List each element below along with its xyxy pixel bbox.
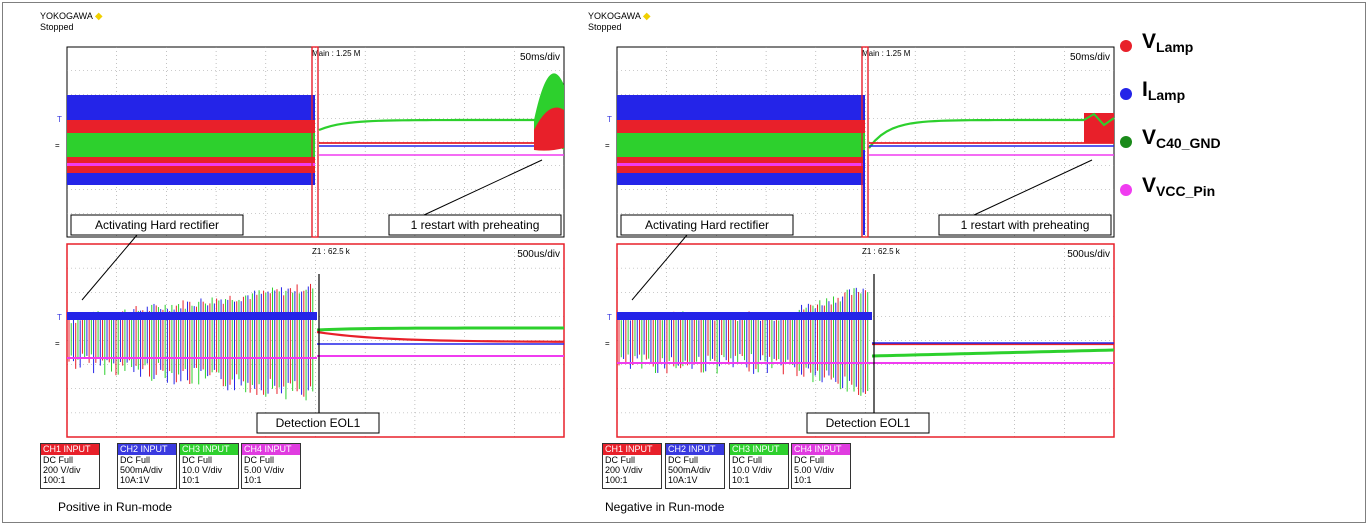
ch3-burst xyxy=(617,133,865,157)
ch3-burst xyxy=(67,133,315,157)
zoom-record-label: Z1 : 62.5 k xyxy=(312,247,351,256)
channel-box-ch1: CH1 INPUT DC Full 200 V/div 100:1 xyxy=(40,443,100,489)
diamond-icon: ◆ xyxy=(642,11,651,22)
annotation-text: 1 restart with preheating xyxy=(411,218,540,232)
legend-item-vc40: VC40_GND xyxy=(1120,126,1360,174)
main-timebase: 50ms/div xyxy=(520,52,560,63)
ch3-trace xyxy=(318,118,559,132)
channel-box-ch4: CH4 INPUT DC Full 5.00 V/div 10:1 xyxy=(791,443,851,489)
zoom-border xyxy=(616,243,1115,438)
channel-box-ch2: CH2 INPUT DC Full 500mA/div 10A:1V xyxy=(117,443,177,489)
legend-label: ILamp xyxy=(1142,78,1186,103)
legend-dot xyxy=(1120,136,1132,148)
legend-dot xyxy=(1120,184,1132,196)
legend: VLamp ILamp VC40_GND VVCC_Pin xyxy=(1120,30,1360,222)
ch3-zoom-trace xyxy=(316,326,565,332)
annotation-rectifier: Activating Hard rectifier xyxy=(70,214,244,236)
annotation-detection: Detection EOL1 xyxy=(256,412,380,434)
annotation-detection: Detection EOL1 xyxy=(806,412,930,434)
caption-negative: Negative in Run-mode xyxy=(605,500,725,514)
legend-label: VC40_GND xyxy=(1142,126,1221,151)
annotation-box xyxy=(806,412,930,434)
zoom-window-marker xyxy=(861,46,869,238)
main-record-label: Main : 1.25 M xyxy=(312,49,361,58)
status-label-right: Stopped xyxy=(588,22,622,32)
ch2-level-marker: T xyxy=(607,115,612,124)
ch3-level-marker-zoom: = xyxy=(55,339,60,348)
zoom-timebase: 500us/div xyxy=(1067,249,1110,260)
diamond-icon: ◆ xyxy=(94,11,103,22)
channel-box-ch3: CH3 INPUT DC Full 10.0 V/div 10:1 xyxy=(179,443,239,489)
annotation-pointer xyxy=(973,159,1093,216)
annotation-box xyxy=(70,214,244,236)
legend-dot xyxy=(1120,40,1132,52)
main-timebase: 50ms/div xyxy=(1070,52,1110,63)
ch1-zoom-trace xyxy=(316,330,565,343)
annotation-box xyxy=(256,412,380,434)
annotation-text: Activating Hard rectifier xyxy=(645,218,769,232)
ch3-trace xyxy=(868,118,1109,149)
legend-item-ilamp: ILamp xyxy=(1120,78,1360,126)
ch2-level-marker: T xyxy=(57,115,62,124)
restart-ch1 xyxy=(534,107,564,151)
ch4-burst xyxy=(617,163,865,166)
rectifier-pointer xyxy=(81,234,138,301)
ch1-burst xyxy=(67,120,315,134)
channel-box-ch2: CH2 INPUT DC Full 500mA/div 10A:1V xyxy=(665,443,725,489)
annotation-pointer xyxy=(423,159,543,216)
annotation-rectifier: Activating Hard rectifier xyxy=(620,214,794,236)
zoom-border xyxy=(66,243,565,438)
ch3-level-marker-zoom: = xyxy=(605,339,610,348)
annotation-restart: 1 restart with preheating xyxy=(938,214,1112,236)
annotation-text: Activating Hard rectifier xyxy=(95,218,219,232)
legend-label: VVCC_Pin xyxy=(1142,174,1216,199)
annotation-restart: 1 restart with preheating xyxy=(388,214,562,236)
brand-label-left: YOKOGAWA ◆ xyxy=(40,11,103,22)
ch2-level-marker-zoom: T xyxy=(607,313,612,322)
zoom-record-label: Z1 : 62.5 k xyxy=(862,247,901,256)
ch3-level-marker: = xyxy=(55,141,60,150)
ch1-burst xyxy=(617,120,865,134)
brand-label-right: YOKOGAWA ◆ xyxy=(588,11,651,22)
ch3-level-marker: = xyxy=(605,141,610,150)
ch2-envelope xyxy=(617,312,872,320)
ch3-zoom-trace xyxy=(871,348,1115,358)
legend-item-vlamp: VLamp xyxy=(1120,30,1360,78)
main-record-label: Main : 1.25 M xyxy=(862,49,911,58)
legend-label: VLamp xyxy=(1142,30,1194,55)
channel-box-ch4: CH4 INPUT DC Full 5.00 V/div 10:1 xyxy=(241,443,301,489)
zoom-timebase: 500us/div xyxy=(517,249,560,260)
rectifier-pointer xyxy=(631,234,688,301)
status-label-left: Stopped xyxy=(40,22,74,32)
ch4-burst xyxy=(67,163,315,166)
annotation-box xyxy=(620,214,794,236)
restart-ch3 xyxy=(1083,112,1115,127)
annotation-box xyxy=(938,214,1112,236)
legend-item-vvcc: VVCC_Pin xyxy=(1120,174,1360,222)
channel-box-ch3: CH3 INPUT DC Full 10.0 V/div 10:1 xyxy=(729,443,789,489)
channel-box-ch1: CH1 INPUT DC Full 200 V/div 100:1 xyxy=(602,443,662,489)
caption-positive: Positive in Run-mode xyxy=(58,500,173,514)
legend-dot xyxy=(1120,88,1132,100)
annotation-text: Detection EOL1 xyxy=(276,416,361,430)
annotation-text: Detection EOL1 xyxy=(826,416,911,430)
annotation-text: 1 restart with preheating xyxy=(961,218,1090,232)
annotation-box xyxy=(388,214,562,236)
zoom-window-marker xyxy=(311,46,319,238)
ch2-level-marker-zoom: T xyxy=(57,313,62,322)
ch2-envelope xyxy=(67,312,317,320)
